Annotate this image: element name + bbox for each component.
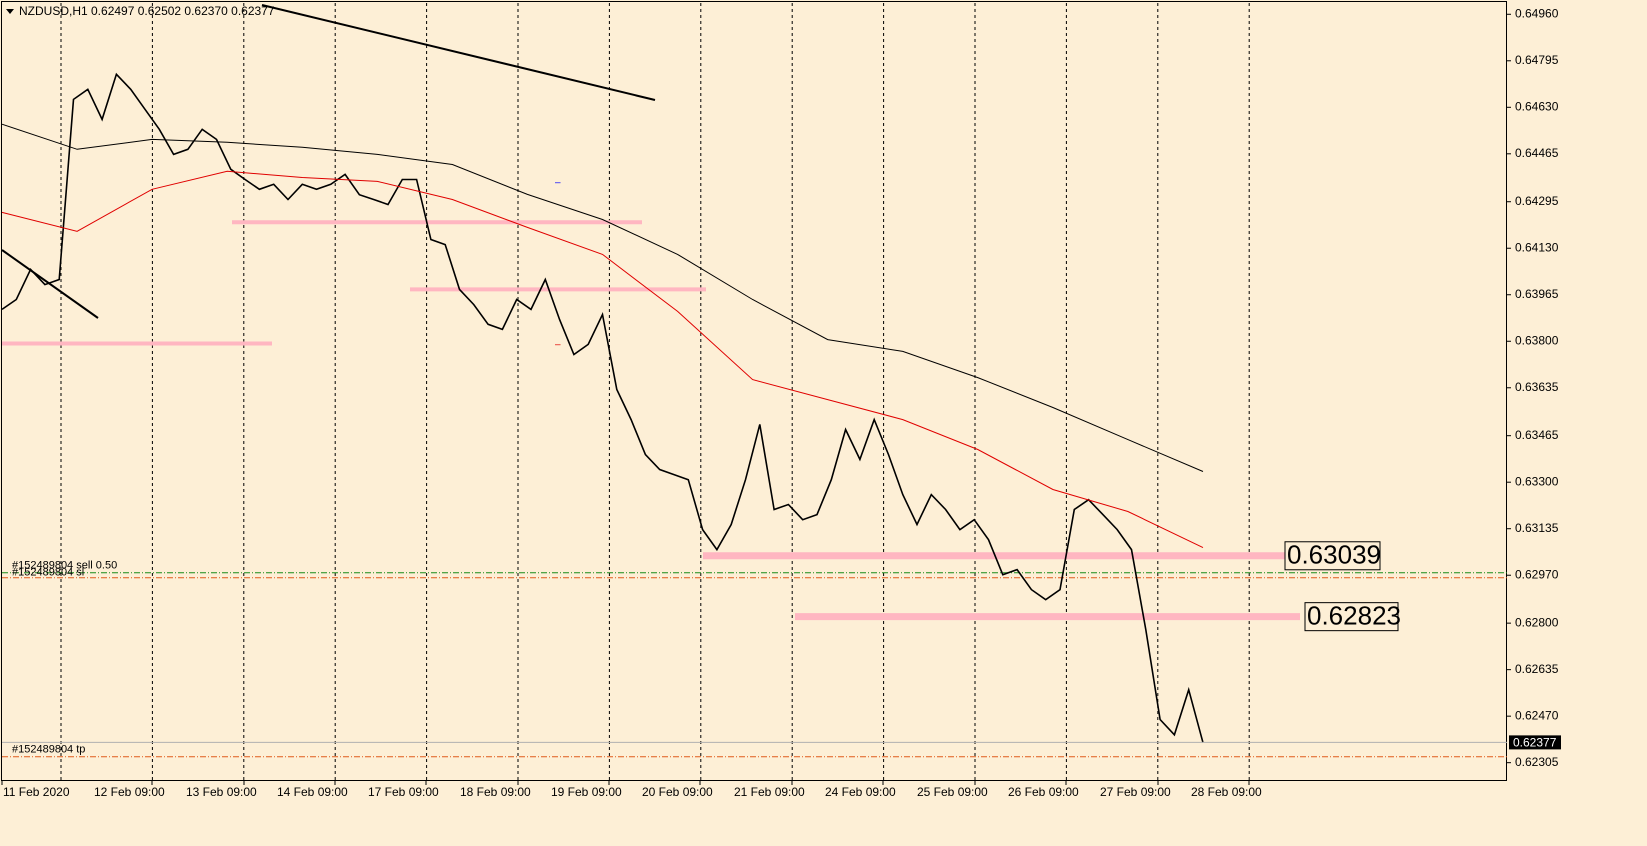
trendline bbox=[261, 4, 656, 101]
y-tick-label: 0.63965 bbox=[1515, 287, 1559, 301]
y-tick-label: 0.63635 bbox=[1515, 380, 1559, 394]
x-tick-label: 19 Feb 09:00 bbox=[551, 785, 622, 799]
y-tick-label: 0.63300 bbox=[1515, 474, 1559, 488]
y-tick-label: 0.63135 bbox=[1515, 521, 1559, 535]
trendline bbox=[1, 249, 99, 319]
y-tick-label: 0.62470 bbox=[1515, 708, 1559, 722]
y-tick-label: 0.64630 bbox=[1515, 99, 1559, 113]
moving-average bbox=[1, 123, 1204, 472]
x-tick-label: 14 Feb 09:00 bbox=[277, 785, 348, 799]
y-tick-label: 0.62970 bbox=[1515, 567, 1559, 581]
order-label: #152489804 tp bbox=[12, 744, 85, 756]
level-label: 0.63039 bbox=[1287, 540, 1381, 570]
order-label: #152489804 sl bbox=[12, 567, 84, 579]
y-tick-label: 0.64130 bbox=[1515, 240, 1559, 254]
period-separators bbox=[60, 3, 1250, 781]
y-tick-label: 0.63800 bbox=[1515, 333, 1559, 347]
y-tick-label: 0.62635 bbox=[1515, 662, 1559, 676]
marker: – bbox=[555, 178, 561, 189]
x-tick-label: 11 Feb 2020 bbox=[3, 785, 70, 799]
y-tick-label: 0.64295 bbox=[1515, 194, 1559, 208]
x-tick-label: 18 Feb 09:00 bbox=[460, 785, 531, 799]
x-tick-label: 17 Feb 09:00 bbox=[368, 785, 439, 799]
order-label: #152489804 sell 0.50 bbox=[12, 560, 117, 572]
x-tick-label: 12 Feb 09:00 bbox=[94, 785, 165, 799]
level-label-box bbox=[1284, 541, 1381, 571]
x-tick-label: 21 Feb 09:00 bbox=[734, 785, 805, 799]
x-tick-label: 25 Feb 09:00 bbox=[917, 785, 988, 799]
y-tick-label: 0.64960 bbox=[1515, 6, 1559, 20]
level-label-box bbox=[1304, 602, 1399, 632]
level-label: 0.62823 bbox=[1307, 601, 1401, 631]
x-tick-label: 28 Feb 09:00 bbox=[1191, 785, 1262, 799]
y-tick-label: 0.62305 bbox=[1515, 755, 1559, 769]
menu-triangle[interactable] bbox=[6, 9, 14, 14]
moving-average bbox=[1, 170, 1204, 549]
x-tick-label: 20 Feb 09:00 bbox=[642, 785, 713, 799]
x-tick-label: 13 Feb 09:00 bbox=[186, 785, 257, 799]
plot-frame bbox=[1, 1, 1507, 781]
price-box bbox=[1509, 735, 1561, 750]
marker: – bbox=[555, 340, 561, 351]
x-tick-label: 24 Feb 09:00 bbox=[825, 785, 896, 799]
y-tick-label: 0.62800 bbox=[1515, 615, 1559, 629]
header: NZDUSD,H1 0.62497 0.62502 0.62370 0.6237… bbox=[19, 4, 275, 18]
x-tick-label: 26 Feb 09:00 bbox=[1008, 785, 1079, 799]
price-line bbox=[1, 72, 1204, 743]
y-tick-label: 0.64465 bbox=[1515, 146, 1559, 160]
y-tick-label: 0.64795 bbox=[1515, 53, 1559, 67]
price-label: 0.62377 bbox=[1513, 736, 1557, 750]
x-tick-label: 27 Feb 09:00 bbox=[1100, 785, 1171, 799]
y-tick-label: 0.63465 bbox=[1515, 428, 1559, 442]
